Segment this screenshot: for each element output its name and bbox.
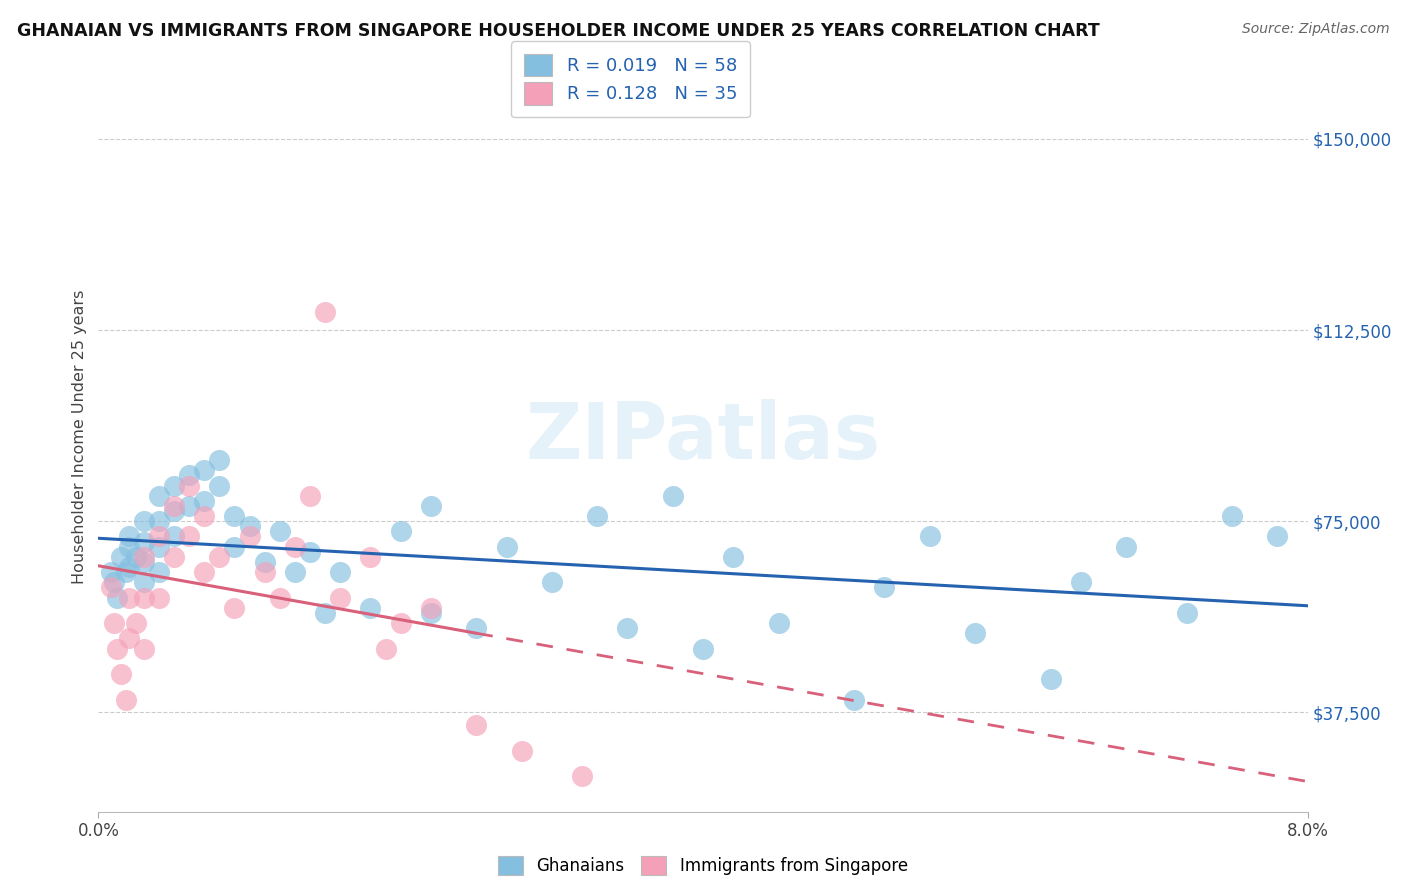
Point [208,453,231,467]
Point [692,641,714,656]
Point [253,555,276,569]
Point [118,529,141,543]
Point [540,575,562,590]
Point [1175,606,1198,620]
Point [103,616,125,631]
Point [118,591,141,605]
Point [495,540,517,554]
Point [114,565,136,579]
Point [420,499,443,513]
Point [389,524,412,539]
Point [661,489,683,503]
Point [179,529,201,543]
Point [224,540,246,554]
Point [1115,540,1137,554]
Point [465,718,488,732]
Point [723,549,745,564]
Point [179,468,201,483]
Legend: R = 0.019   N = 58, R = 0.128   N = 35: R = 0.019 N = 58, R = 0.128 N = 35 [510,42,749,117]
Point [193,565,215,579]
Point [239,529,262,543]
Point [148,565,170,579]
Point [314,606,336,620]
Point [239,519,262,533]
Point [284,565,307,579]
Point [132,591,155,605]
Point [132,549,155,564]
Point [844,692,866,706]
Point [465,621,488,635]
Point [420,606,443,620]
Point [105,591,128,605]
Point [118,632,141,646]
Point [1267,529,1289,543]
Point [103,575,125,590]
Point [179,499,201,513]
Point [224,509,246,524]
Point [179,478,201,492]
Point [100,581,122,595]
Point [110,667,132,681]
Point [193,509,215,524]
Point [299,489,322,503]
Point [148,540,170,554]
Point [132,641,155,656]
Point [284,540,307,554]
Point [768,616,790,631]
Point [105,641,128,656]
Point [360,600,382,615]
Point [510,743,533,757]
Point [125,549,148,564]
Point [132,514,155,528]
Point [118,560,141,574]
Point [299,545,322,559]
Y-axis label: Householder Income Under 25 years: Householder Income Under 25 years [72,290,87,584]
Point [253,565,276,579]
Point [374,641,396,656]
Point [148,514,170,528]
Point [163,529,186,543]
Text: GHANAIAN VS IMMIGRANTS FROM SINGAPORE HOUSEHOLDER INCOME UNDER 25 YEARS CORRELAT: GHANAIAN VS IMMIGRANTS FROM SINGAPORE HO… [17,22,1099,40]
Point [873,581,896,595]
Point [269,524,291,539]
Point [965,626,987,640]
Point [100,565,122,579]
Point [224,600,246,615]
Point [163,499,186,513]
Point [314,305,336,319]
Point [918,529,941,543]
Point [571,769,593,783]
Point [269,591,291,605]
Point [420,600,443,615]
Point [586,509,609,524]
Point [389,616,412,631]
Point [163,549,186,564]
Point [163,504,186,518]
Point [329,591,352,605]
Point [148,529,170,543]
Point [132,575,155,590]
Point [148,489,170,503]
Text: ZIPatlas: ZIPatlas [526,399,880,475]
Text: Source: ZipAtlas.com: Source: ZipAtlas.com [1241,22,1389,37]
Point [148,591,170,605]
Point [193,493,215,508]
Point [125,616,148,631]
Point [110,549,132,564]
Point [360,549,382,564]
Point [208,549,231,564]
Point [208,478,231,492]
Point [193,463,215,477]
Point [114,692,136,706]
Point [1039,672,1062,686]
Point [132,534,155,549]
Legend: Ghanaians, Immigrants from Singapore: Ghanaians, Immigrants from Singapore [489,847,917,884]
Point [616,621,638,635]
Point [163,478,186,492]
Point [1220,509,1243,524]
Point [1070,575,1092,590]
Point [118,540,141,554]
Point [132,555,155,569]
Point [329,565,352,579]
